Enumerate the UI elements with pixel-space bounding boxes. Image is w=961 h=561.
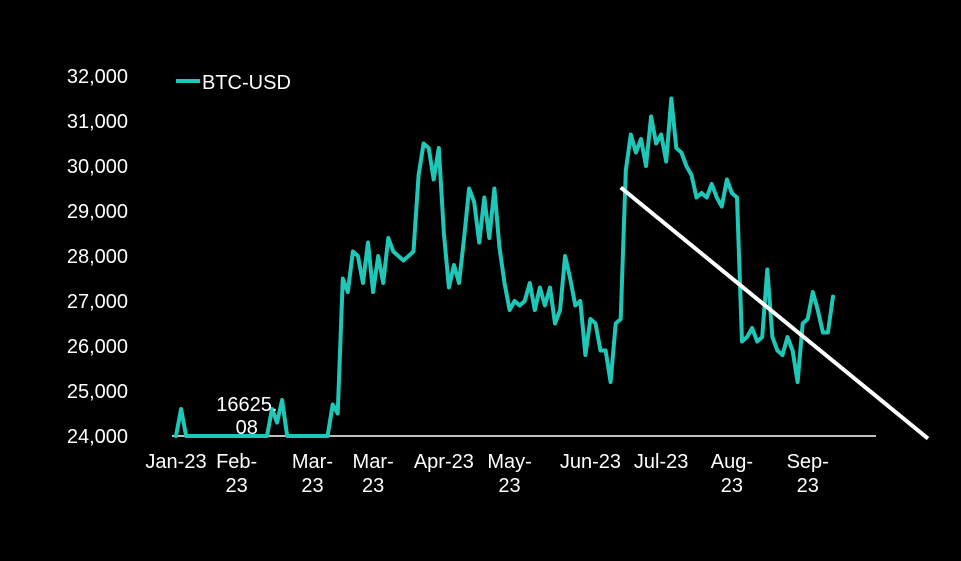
x-tick-label: Mar-23	[353, 451, 394, 497]
y-tick-label: 24,000	[67, 426, 128, 448]
data-label-annotation: 16625. 08	[216, 394, 277, 439]
x-tick-label: Jul-23	[634, 451, 688, 473]
y-tick-label: 31,000	[67, 111, 128, 133]
x-tick-label: Feb-23	[216, 451, 257, 497]
trend-line	[619, 185, 930, 441]
legend-label-btc-usd: BTC-USD	[202, 72, 291, 94]
x-tick-label: May-23	[487, 451, 531, 497]
btc-usd-series-line	[174, 96, 835, 438]
x-axis-tick-labels: Jan-23 Feb-23 Mar-23 Mar-23 Apr-23 May-23 Jun-…	[145, 451, 828, 497]
y-tick-label: 30,000	[67, 156, 128, 178]
legend: BTC-USD	[176, 72, 291, 94]
y-tick-label: 28,000	[67, 246, 128, 268]
y-tick-label: 26,000	[67, 336, 128, 358]
x-tick-label: Apr-23	[414, 451, 474, 473]
x-tick-label: Jan-23	[145, 451, 206, 473]
y-tick-label: 29,000	[67, 201, 128, 223]
x-tick-label: Jun-23	[560, 451, 621, 473]
x-tick-label: Sep-23	[787, 451, 829, 497]
y-tick-label: 27,000	[67, 291, 128, 313]
x-tick-label: Aug-23	[711, 451, 753, 497]
y-tick-label: 25,000	[67, 381, 128, 403]
annotation-text: 16625. 08	[216, 394, 277, 439]
y-axis-tick-labels: 24,000 25,000 26,000 27,000 28,000 29,000 30,0…	[67, 66, 128, 448]
x-tick-label: Mar-23	[292, 451, 333, 497]
y-tick-label: 32,000	[67, 66, 128, 88]
